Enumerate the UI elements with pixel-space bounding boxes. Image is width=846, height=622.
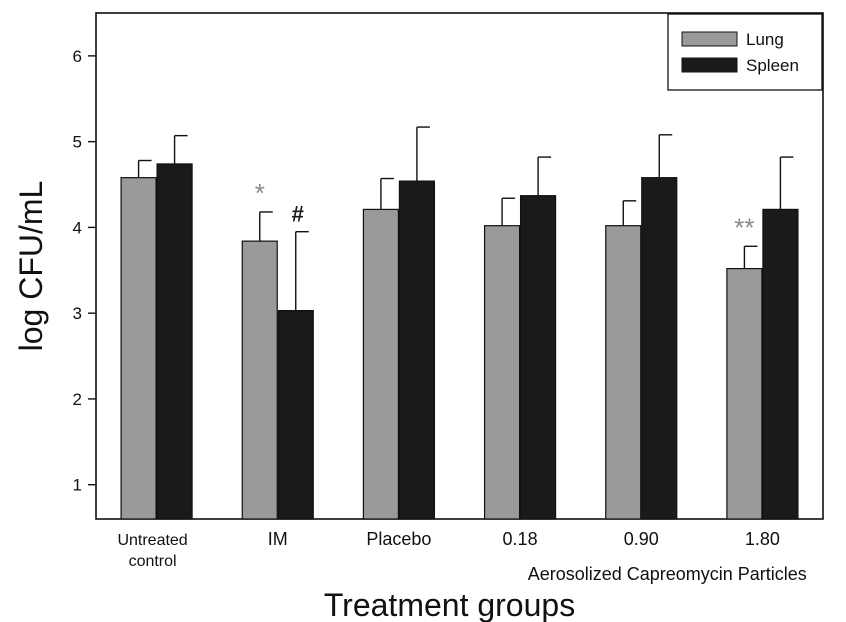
bar-lung-5 [726, 267, 763, 520]
bar-lung-4 [605, 225, 642, 520]
bar-spleen-3 [519, 195, 557, 520]
legend-label-spleen: Spleen [746, 56, 799, 75]
y-tick-label: 2 [73, 390, 82, 409]
legend: Lung Spleen [667, 13, 823, 91]
bar-spleen-5 [762, 208, 799, 520]
bar-lung-1 [241, 240, 278, 520]
group-label: Aerosolized Capreomycin Particles [528, 564, 807, 584]
y-tick-label: 3 [73, 304, 82, 323]
axes: 1 2 3 4 5 6 [73, 12, 824, 520]
y-axis-title: log CFU/mL [13, 181, 49, 352]
bar-spleen-1 [277, 309, 314, 520]
x-tick-label: 0.90 [624, 529, 659, 549]
bar-lung-2 [362, 208, 400, 520]
significance-marker: # [292, 202, 304, 227]
x-tick-label: control [129, 553, 177, 570]
legend-swatch-spleen [681, 57, 738, 73]
y-tick-label: 1 [73, 476, 82, 495]
significance-marker: ** [734, 212, 754, 242]
bar-spleen-2 [398, 180, 436, 520]
legend-swatch-lung [681, 31, 738, 47]
x-tick-label: Untreated [117, 532, 187, 549]
x-tick-label: 0.18 [503, 529, 538, 549]
y-tick-label: 6 [73, 47, 82, 66]
bar-lung-3 [483, 225, 521, 520]
significance-marker: * [255, 178, 265, 208]
x-tick-label: Placebo [366, 529, 431, 549]
y-tick-label: 4 [73, 218, 82, 237]
bar-spleen-0 [156, 163, 193, 520]
x-axis-title: Treatment groups [324, 587, 575, 622]
legend-box [667, 13, 823, 91]
x-tick-label: 1.80 [745, 529, 780, 549]
y-tick-label: 5 [73, 133, 82, 152]
bars [120, 126, 799, 520]
plot-frame [95, 12, 824, 520]
x-tick-label: IM [268, 529, 288, 549]
bar-lung-0 [120, 177, 157, 520]
labels: log CFU/mL Untreated control IM Placebo 0.18 0… [13, 178, 807, 622]
legend-label-lung: Lung [746, 30, 784, 49]
bar-spleen-4 [641, 177, 678, 520]
